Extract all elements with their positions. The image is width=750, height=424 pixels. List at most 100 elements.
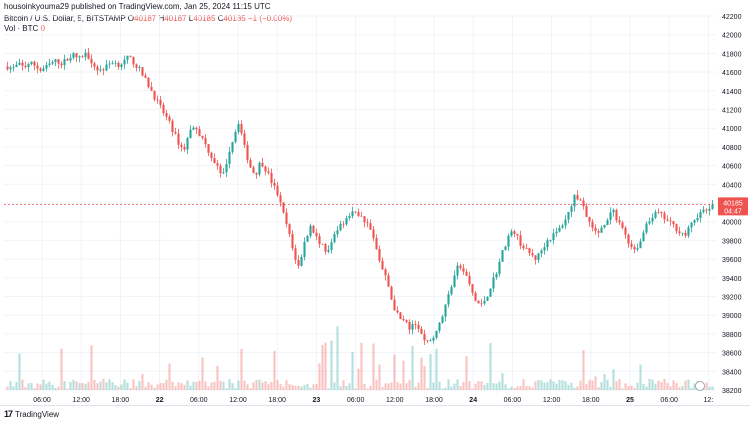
symbol-name[interactable]: Bitcoin / U.S. Dollar, 5, BITSTAMP (4, 14, 126, 23)
volume-bar (369, 385, 372, 390)
candle-body (336, 230, 339, 235)
volume-bar (90, 345, 93, 390)
candle-body (588, 216, 591, 222)
candle-body (378, 249, 381, 261)
candle-body (351, 211, 354, 217)
candle-body (612, 209, 615, 213)
candle-body (657, 211, 660, 213)
time-tick-label: 12:00 (72, 397, 90, 404)
volume-bar (399, 383, 402, 390)
volume-bar (189, 385, 192, 390)
volume-bar (531, 387, 534, 390)
price-tag-box (718, 197, 748, 216)
time-tick-label: 06:00 (190, 397, 208, 404)
volume-bar (372, 343, 375, 390)
volume-bar (93, 379, 96, 390)
candle-body (471, 284, 474, 293)
volume-bar (15, 381, 18, 390)
volume-bar (546, 382, 549, 390)
price-axis: 42200 42000 41800 41600 41400 41200 41000 40800… (722, 14, 742, 395)
candle-body (15, 64, 18, 67)
volume-bar (159, 383, 162, 390)
time-tick-label: 12:00 (229, 397, 247, 404)
volume-bar (645, 386, 648, 390)
candle-body (108, 63, 111, 65)
volume-bar (45, 383, 48, 390)
candle-body (363, 216, 366, 223)
volume-bar (114, 385, 117, 390)
candle-body (171, 120, 174, 132)
candle-body (426, 340, 429, 342)
candle-body (696, 218, 699, 221)
candle-body (75, 53, 78, 58)
high-value: 40187 (164, 14, 187, 23)
volume-bar (336, 326, 339, 390)
candle-body (144, 75, 147, 78)
volume-bar (495, 383, 498, 390)
candle-body (621, 222, 624, 228)
volume-bar (420, 357, 423, 390)
time-tick-label: 22 (156, 397, 164, 404)
volume-bar (258, 379, 261, 390)
volume-bar (561, 380, 564, 390)
candle-body (510, 231, 513, 236)
volume-bar (48, 381, 51, 390)
volume-bar (108, 379, 111, 390)
volume-bar (441, 388, 444, 390)
candle-body (705, 209, 708, 211)
price-tick-label: 41600 (722, 70, 742, 77)
volume-bar (366, 388, 369, 390)
volume-bar (687, 379, 690, 390)
volume-bar (24, 387, 27, 390)
time-tick-label: 06:00 (504, 397, 522, 404)
volume-bar (567, 384, 570, 390)
candle-body (162, 104, 165, 114)
price-tick-label: 40400 (722, 182, 742, 189)
candle-body (504, 246, 507, 251)
candle-body (546, 240, 549, 248)
candle-body (594, 227, 597, 231)
candle-body (294, 248, 297, 260)
candle-body (54, 59, 57, 62)
volume-bar (363, 383, 366, 390)
candle-body (372, 229, 375, 238)
volume-label[interactable]: Vol · BTC (4, 24, 39, 33)
candle-body (36, 65, 39, 69)
volume-bar (96, 383, 99, 390)
candle-body (138, 67, 141, 69)
volume-bar (408, 380, 411, 390)
candle-body (96, 66, 99, 71)
candle-body (150, 87, 153, 91)
candle-body (42, 68, 45, 71)
candle-body (381, 260, 384, 270)
volume-bar (516, 386, 519, 390)
candle-body (465, 271, 468, 276)
candle-body (174, 131, 177, 134)
volume-bar (624, 383, 627, 390)
volume-bar (621, 388, 624, 390)
candle-body (432, 337, 435, 341)
candle-body (180, 144, 183, 148)
candle-body (81, 56, 84, 58)
candle-body (597, 230, 600, 233)
scroll-to-realtime-icon[interactable] (695, 381, 705, 391)
candle-body (519, 235, 522, 246)
volume-bar (327, 388, 330, 390)
candle-body (282, 202, 285, 213)
volume-bar (198, 380, 201, 390)
volume-bar (672, 380, 675, 390)
candle-body (456, 265, 459, 276)
volume-bar (504, 384, 507, 390)
volume-bar (588, 379, 591, 390)
candle-body (654, 211, 657, 218)
candle-body (450, 286, 453, 295)
candle-body (117, 62, 120, 67)
volume-bar (171, 381, 174, 390)
candle-body (39, 68, 42, 71)
volume-bar (174, 386, 177, 390)
candle-body (570, 206, 573, 212)
candle-body (417, 324, 420, 329)
volume-bar (591, 380, 594, 390)
volume-bar (144, 386, 147, 390)
